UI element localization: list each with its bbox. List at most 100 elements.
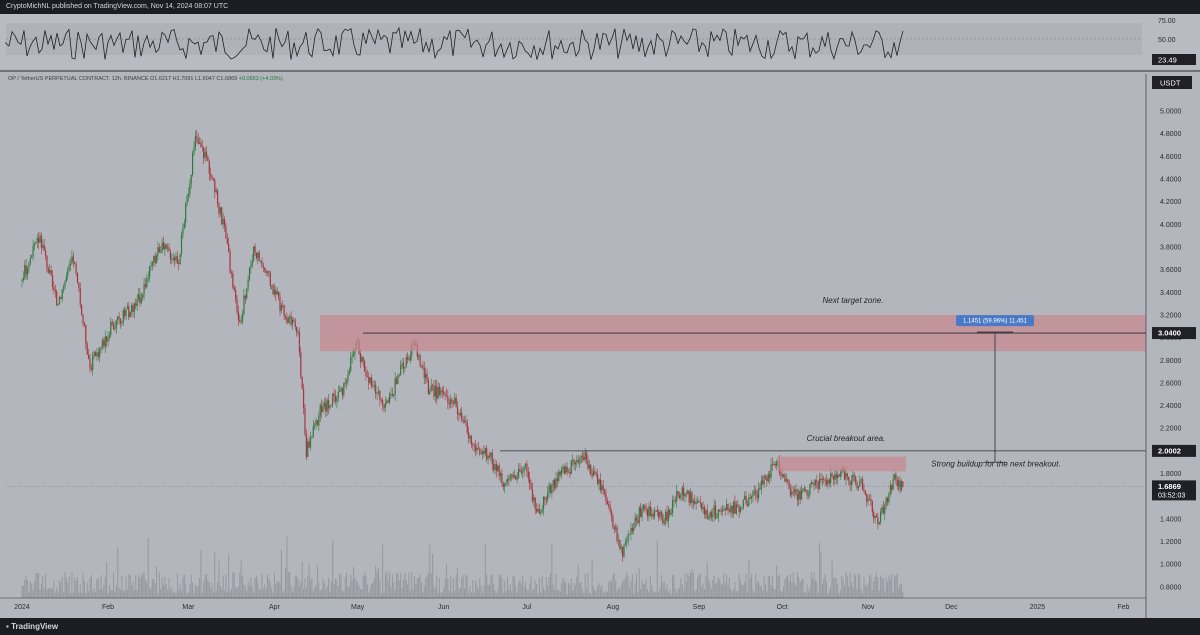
candle-body — [275, 289, 277, 295]
volume-bar — [501, 577, 503, 598]
volume-bar — [135, 574, 137, 598]
candle-body — [877, 516, 879, 524]
candle-body — [121, 322, 123, 324]
volume-bar — [407, 584, 409, 598]
volume-bar — [371, 583, 373, 598]
candle-body — [466, 422, 468, 433]
time-axis[interactable]: 2024 Feb Mar Apr May Jun Jul Aug Sep Oct Nov Dec 202… — [0, 597, 1146, 611]
volume-bar — [387, 579, 389, 598]
price-axis[interactable]: USDT 5.0000 4.8000 4.6000 4.4000 4.2000 4.0000… — [1145, 74, 1196, 618]
volume-bar — [798, 577, 800, 598]
candle-body — [441, 390, 443, 392]
candle-body — [136, 299, 138, 307]
volume-bar — [703, 589, 705, 598]
candle-body — [137, 294, 140, 300]
candle-body — [517, 468, 520, 478]
volume-bar — [107, 593, 109, 598]
candle-body — [333, 393, 335, 396]
candle-body — [527, 471, 529, 479]
candle-body — [297, 332, 299, 333]
volume-bar — [597, 585, 599, 598]
volume-bar — [64, 572, 66, 598]
candle-body — [248, 267, 251, 280]
volume-bar — [97, 577, 99, 598]
candle-body — [129, 311, 131, 318]
volume-bar — [169, 589, 171, 598]
candle-body — [674, 500, 676, 502]
candle-body — [484, 448, 486, 454]
candle-body — [311, 436, 313, 439]
volume-bar — [445, 563, 447, 598]
time-tick-label: 2024 — [14, 604, 30, 611]
volume-bar — [803, 591, 805, 598]
volume-bar — [867, 583, 869, 598]
candle-body — [559, 471, 561, 475]
candle-body — [43, 245, 45, 251]
volume-bar — [272, 592, 274, 598]
volume-bar — [362, 576, 364, 598]
volume-bar — [484, 543, 486, 598]
candle-body — [541, 509, 543, 513]
candle-body — [139, 294, 141, 304]
candle-body — [165, 244, 167, 249]
chart-area[interactable]: 75.00 50.00 23.49 Next target zone. Crucial… — [0, 14, 1200, 618]
candle-body — [552, 479, 554, 486]
candle-body — [51, 275, 54, 287]
volume-bar — [735, 590, 737, 598]
candle-body — [809, 484, 811, 495]
candle-body — [505, 481, 507, 484]
candle-body — [609, 506, 611, 512]
volume-bar — [619, 588, 621, 598]
candle-body — [823, 478, 825, 480]
candle-body — [498, 465, 500, 476]
candle-body — [397, 375, 399, 384]
volume-bar — [308, 563, 310, 598]
volume-bar — [738, 573, 740, 598]
candle-body — [296, 326, 298, 333]
candle-body — [820, 478, 822, 481]
candle-body — [592, 471, 595, 477]
candle-body — [427, 380, 430, 394]
candle-body — [185, 203, 187, 223]
candle-body — [646, 510, 649, 517]
candle-body — [591, 473, 593, 477]
candle-body — [114, 327, 116, 330]
candle-body — [884, 505, 886, 514]
volume-bar — [47, 588, 49, 598]
volume-bar — [151, 579, 153, 598]
tradingview-logo: ▪ TradingView — [6, 622, 58, 631]
candle-body — [262, 266, 264, 268]
candle-body — [685, 493, 688, 495]
candle-body — [617, 540, 620, 541]
volume-bar — [185, 583, 187, 598]
volume-bar — [506, 577, 508, 598]
volume-bar — [452, 577, 454, 598]
volume-bar — [164, 576, 166, 598]
candle-body — [347, 374, 349, 381]
candle-body — [409, 355, 411, 361]
annotations: Next target zone. Crucial breakout area. S… — [6, 296, 1146, 487]
candle-body — [529, 478, 531, 484]
volume-bar — [629, 588, 631, 598]
volume-bar — [242, 576, 244, 598]
volume-bar — [172, 592, 174, 598]
candle-body — [100, 346, 102, 349]
volume-bar — [483, 585, 485, 598]
volume-bar — [427, 572, 429, 598]
volume-bar — [819, 542, 821, 598]
volume-bar — [125, 577, 127, 598]
volume-bar — [68, 576, 70, 598]
candle-body — [608, 503, 610, 507]
volume-bar — [672, 574, 674, 598]
candle-body — [118, 316, 120, 319]
volume-bar — [717, 577, 719, 598]
volume-bar — [268, 578, 270, 598]
candle-body — [886, 497, 889, 503]
candle-body — [630, 528, 632, 535]
candle-body — [738, 505, 740, 512]
candle-body — [305, 434, 307, 457]
volume-bar — [723, 572, 725, 598]
volume-bar — [744, 582, 746, 598]
volume-bar — [604, 593, 606, 598]
volume-bar — [505, 591, 507, 598]
